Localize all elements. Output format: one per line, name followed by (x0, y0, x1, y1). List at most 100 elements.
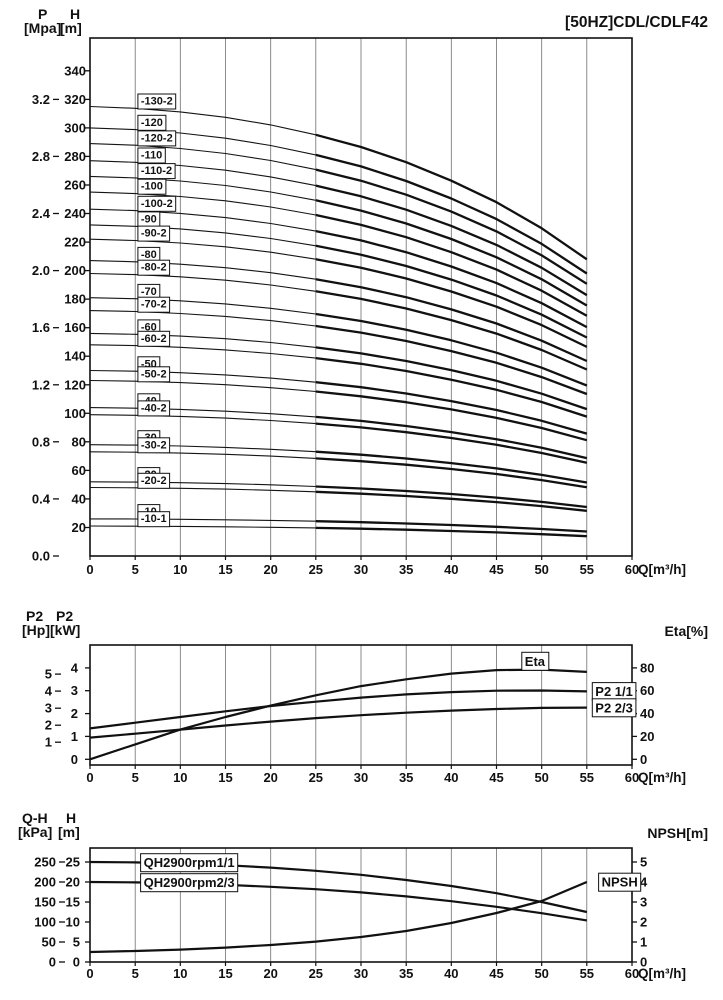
svg-text:0: 0 (640, 955, 647, 970)
svg-text:QH2900rpm2/3: QH2900rpm2/3 (144, 875, 235, 890)
svg-text:15: 15 (218, 770, 232, 785)
svg-text:-100: -100 (141, 181, 163, 193)
qh-kpa-axis-unit: [kPa] (18, 824, 53, 840)
power-efficiency-chart: 0 5 10 15 20 25 30 35 40 45 50 55 601234501234020406… (45, 644, 654, 785)
svg-text:25: 25 (66, 855, 80, 870)
svg-text:1: 1 (640, 935, 647, 950)
head-axis-name: H (70, 6, 81, 22)
svg-text:0: 0 (640, 752, 647, 767)
svg-text:45: 45 (489, 562, 503, 577)
svg-text:260: 260 (64, 178, 86, 193)
svg-text:-10-1: -10-1 (141, 513, 167, 525)
power-kw-axis-name: P2 (56, 608, 74, 624)
svg-text:5: 5 (45, 667, 52, 682)
svg-text:35: 35 (399, 966, 413, 981)
svg-text:25: 25 (309, 562, 323, 577)
svg-text:3.2: 3.2 (32, 92, 50, 107)
svg-text:-120: -120 (141, 117, 163, 129)
svg-text:20: 20 (263, 770, 277, 785)
svg-text:160: 160 (64, 320, 86, 335)
svg-text:20: 20 (72, 520, 86, 535)
svg-text:3: 3 (45, 701, 52, 716)
svg-text:-110-2: -110-2 (141, 165, 172, 177)
svg-text:30: 30 (354, 966, 368, 981)
svg-text:10: 10 (173, 770, 187, 785)
svg-text:340: 340 (64, 63, 86, 78)
svg-text:15: 15 (66, 895, 80, 910)
svg-text:100: 100 (64, 406, 86, 421)
svg-text:45: 45 (489, 966, 503, 981)
svg-text:1: 1 (45, 735, 52, 750)
svg-text:5: 5 (73, 935, 80, 950)
svg-text:20: 20 (263, 562, 277, 577)
pressure-axis-unit: [Mpa] (24, 20, 62, 36)
svg-text:-80-2: -80-2 (141, 262, 167, 274)
svg-text:4: 4 (45, 684, 53, 699)
svg-text:15: 15 (218, 562, 232, 577)
svg-text:-40-2: -40-2 (141, 402, 167, 414)
svg-text:0.4: 0.4 (32, 491, 51, 506)
svg-text:40: 40 (444, 966, 458, 981)
svg-text:45: 45 (489, 770, 503, 785)
svg-text:0.8: 0.8 (32, 434, 50, 449)
svg-text:2.0: 2.0 (32, 263, 50, 278)
svg-text:5: 5 (132, 770, 139, 785)
power-hp-axis-name: P2 (26, 608, 44, 624)
svg-text:-90: -90 (141, 213, 157, 225)
svg-text:80: 80 (640, 660, 654, 675)
svg-text:150: 150 (34, 895, 56, 910)
svg-text:35: 35 (399, 562, 413, 577)
svg-text:0.0: 0.0 (32, 549, 50, 564)
qh-m-axis-name: H (66, 810, 77, 826)
svg-text:-130-2: -130-2 (141, 96, 173, 108)
svg-text:-100-2: -100-2 (141, 198, 173, 210)
svg-text:40: 40 (444, 562, 458, 577)
svg-text:-60: -60 (141, 321, 157, 333)
svg-text:60: 60 (625, 966, 639, 981)
svg-text:-70-2: -70-2 (141, 299, 167, 311)
svg-text:40: 40 (444, 770, 458, 785)
qh-curves-chart: 0 5 10 15 20 25 30 35 40 45 50 55 60 0.0 0.4 0.8 1.2 1.6 2… (32, 37, 639, 577)
power-kw-axis-unit: [kW] (50, 622, 81, 638)
power-hp-axis-unit: [Hp] (22, 622, 50, 638)
qh-m-axis-unit: [m] (58, 824, 80, 840)
svg-text:140: 140 (64, 349, 86, 364)
svg-text:-50-2: -50-2 (141, 368, 167, 380)
svg-text:40: 40 (72, 491, 86, 506)
svg-text:240: 240 (64, 206, 86, 221)
svg-text:0: 0 (86, 770, 93, 785)
svg-text:P2 1/1: P2 1/1 (595, 684, 633, 699)
svg-text:-110: -110 (141, 150, 162, 162)
svg-text:280: 280 (64, 149, 86, 164)
svg-text:-70: -70 (141, 286, 157, 298)
svg-text:100: 100 (34, 915, 56, 930)
svg-text:50: 50 (534, 562, 548, 577)
svg-text:30: 30 (354, 562, 368, 577)
chart-title: [50HZ]CDL/CDLF42 (565, 14, 708, 31)
svg-text:P2 2/3: P2 2/3 (595, 700, 633, 715)
svg-text:4: 4 (640, 875, 648, 890)
svg-text:10: 10 (66, 915, 80, 930)
svg-text:-90-2: -90-2 (141, 228, 167, 240)
svg-text:60: 60 (72, 463, 86, 478)
svg-text:2: 2 (640, 915, 647, 930)
svg-text:10: 10 (173, 966, 187, 981)
svg-text:2: 2 (71, 706, 78, 721)
svg-text:25: 25 (309, 770, 323, 785)
svg-text:60: 60 (625, 770, 639, 785)
svg-text:3: 3 (640, 895, 647, 910)
flow-axis-label-1: Q[m³/h] (638, 562, 686, 577)
svg-text:50: 50 (534, 770, 548, 785)
svg-text:20: 20 (66, 875, 80, 890)
svg-text:50: 50 (42, 935, 56, 950)
svg-text:300: 300 (64, 120, 86, 135)
svg-text:1: 1 (71, 729, 78, 744)
svg-text:250: 250 (34, 855, 56, 870)
svg-text:2: 2 (45, 718, 52, 733)
svg-text:25: 25 (309, 966, 323, 981)
qh-kpa-axis-name: Q-H (22, 810, 48, 826)
svg-text:20: 20 (263, 966, 277, 981)
qh-npsh-chart: 0 5 10 15 20 25 30 35 40 45 50 55 600501001502002500… (34, 847, 648, 981)
svg-text:NPSH: NPSH (602, 875, 638, 890)
